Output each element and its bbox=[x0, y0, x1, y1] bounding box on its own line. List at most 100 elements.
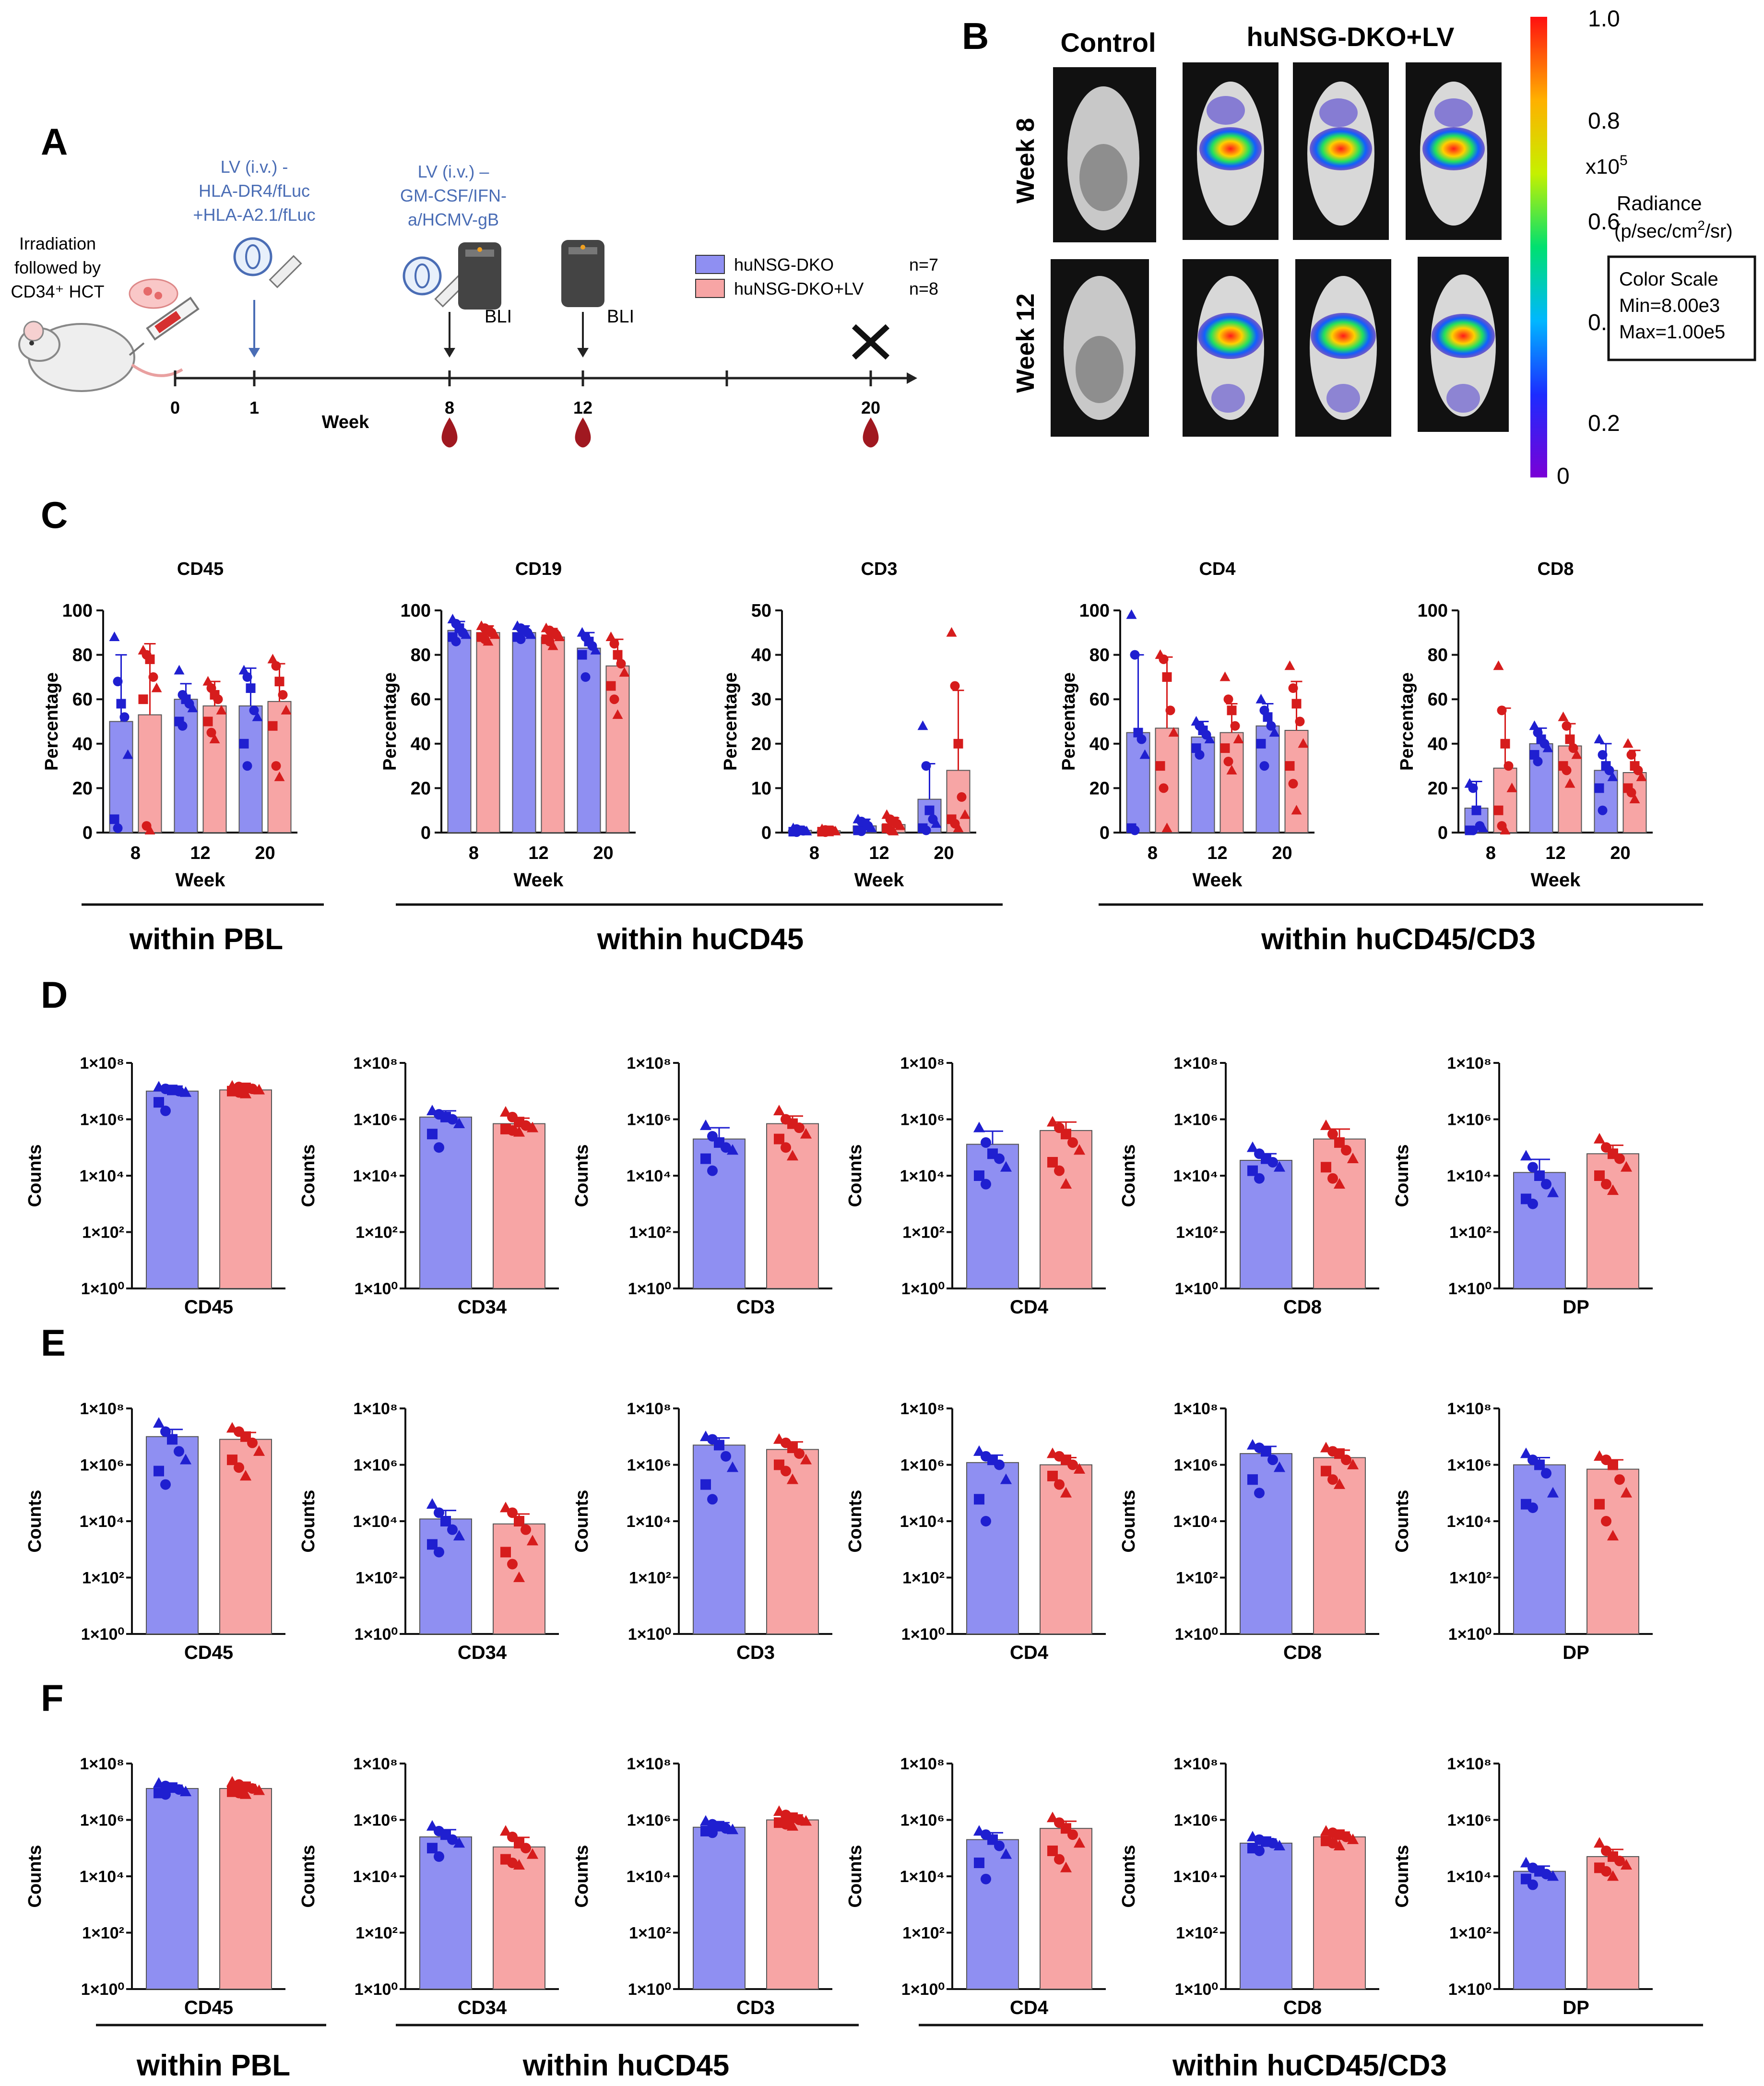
y-tick-label: 1×10² bbox=[1176, 1569, 1218, 1587]
data-point bbox=[781, 1142, 791, 1153]
data-point bbox=[216, 704, 227, 715]
data-point bbox=[274, 677, 284, 687]
y-tick-label: 0 bbox=[421, 823, 431, 843]
colorbar-tick-0: 0 bbox=[1557, 464, 1570, 489]
data-point bbox=[580, 672, 591, 682]
data-point bbox=[514, 1516, 524, 1526]
chart-c-cd19: CD19 0 20 40 60 80 100 Percentage Week 8 12 20 bbox=[380, 559, 636, 891]
y-axis-label: Counts bbox=[845, 1144, 865, 1207]
legend-swatch-red bbox=[695, 279, 725, 298]
data-point bbox=[154, 1097, 164, 1108]
data-point bbox=[707, 1165, 718, 1176]
data-point bbox=[609, 639, 619, 649]
y-tick-label: 1×10⁸ bbox=[80, 1054, 124, 1073]
x-tick-label: 8 bbox=[809, 843, 819, 863]
y-tick-label: 100 bbox=[401, 601, 431, 621]
data-point bbox=[721, 1142, 731, 1153]
data-point bbox=[1601, 1866, 1611, 1877]
data-point bbox=[917, 720, 928, 730]
data-point bbox=[1061, 1823, 1071, 1834]
y-tick-label: 1×10⁸ bbox=[627, 1400, 671, 1418]
data-point bbox=[1333, 1478, 1346, 1489]
blood-drop-icon bbox=[441, 417, 458, 448]
data-point bbox=[1047, 1156, 1058, 1168]
data-point bbox=[453, 1837, 465, 1848]
data-point bbox=[453, 1530, 465, 1541]
data-point bbox=[507, 1857, 518, 1868]
radiance-label: Radiance bbox=[1617, 192, 1702, 215]
bar-blue bbox=[109, 721, 133, 833]
group-label-pbl: within PBL bbox=[129, 923, 283, 956]
y-tick-label: 1×10² bbox=[82, 1569, 124, 1587]
data-point bbox=[507, 1559, 518, 1570]
y-tick-label: 1×10² bbox=[1176, 1924, 1218, 1943]
y-tick-label: 1×10⁸ bbox=[1173, 1400, 1218, 1418]
y-axis-label: Percentage bbox=[721, 672, 741, 771]
data-point bbox=[895, 820, 906, 830]
data-point bbox=[1298, 738, 1309, 748]
data-point bbox=[145, 654, 155, 664]
data-point bbox=[1468, 825, 1478, 835]
y-axis-label: Counts bbox=[1392, 1845, 1412, 1908]
colorbar-tick-1-0: 1.0 bbox=[1588, 6, 1620, 32]
y-tick-label: 40 bbox=[751, 645, 771, 666]
y-tick-label: 1×10⁶ bbox=[1447, 1111, 1492, 1129]
data-point bbox=[1593, 1132, 1606, 1144]
y-tick-label: 40 bbox=[1089, 734, 1110, 754]
data-point bbox=[946, 627, 957, 637]
y-tick-label: 1×10⁰ bbox=[901, 1280, 945, 1298]
endpoint-x-icon bbox=[852, 324, 890, 360]
data-point bbox=[590, 644, 601, 655]
data-point bbox=[1227, 705, 1237, 715]
chart-c-cd3: CD3 0 10 20 30 40 50 Percentage Week 8 12 20 bbox=[721, 559, 976, 891]
bar-red bbox=[138, 714, 162, 833]
x-tick-label: 20 bbox=[1272, 843, 1292, 863]
bar-blue bbox=[693, 1444, 746, 1635]
timeline-tick-0: 0 bbox=[170, 398, 180, 417]
chart-e-cd8: 1×10⁸ 1×10⁶ 1×10⁴ 1×10² 1×10⁰ Counts CD8 bbox=[1119, 1400, 1379, 1663]
data-point bbox=[1633, 765, 1643, 775]
data-point bbox=[521, 1843, 531, 1854]
data-point bbox=[1054, 1165, 1065, 1176]
data-point bbox=[160, 1789, 171, 1800]
x-axis-label: Week bbox=[854, 870, 905, 891]
data-point bbox=[499, 1825, 512, 1836]
y-axis-label: Counts bbox=[1119, 1845, 1139, 1908]
bar-red bbox=[219, 1439, 272, 1634]
data-point bbox=[179, 1454, 192, 1465]
x-axis-label: CD34 bbox=[458, 1642, 507, 1663]
data-point bbox=[957, 792, 967, 802]
data-point bbox=[246, 683, 256, 693]
data-point bbox=[1562, 721, 1572, 731]
data-point bbox=[461, 629, 472, 639]
y-tick-label: 1×10⁶ bbox=[1447, 1456, 1492, 1475]
data-point bbox=[116, 699, 126, 709]
syringe-icon bbox=[129, 297, 200, 356]
x-axis-label: CD3 bbox=[736, 1997, 775, 2018]
y-tick-label: 1×10⁰ bbox=[81, 1980, 124, 1999]
data-point bbox=[1273, 1461, 1286, 1472]
bar-red bbox=[476, 632, 500, 834]
data-point bbox=[1223, 694, 1233, 704]
data-point bbox=[1321, 1162, 1331, 1173]
y-tick-label: 1×10⁴ bbox=[1173, 1167, 1218, 1185]
legend-n-red: n=8 bbox=[909, 279, 938, 298]
y-tick-label: 1×10⁸ bbox=[1447, 1755, 1492, 1773]
y-tick-label: 0 bbox=[1438, 823, 1448, 843]
data-point bbox=[606, 681, 616, 691]
data-point bbox=[1527, 1502, 1538, 1513]
data-point bbox=[1547, 1487, 1559, 1498]
data-point bbox=[1541, 1179, 1551, 1190]
bar-red bbox=[1586, 1468, 1639, 1635]
y-axis-label: Percentage bbox=[380, 672, 400, 771]
bar-red bbox=[219, 1089, 272, 1289]
data-point bbox=[1246, 1141, 1259, 1152]
data-point bbox=[109, 814, 119, 824]
group-brackets-c: within PBL within huCD45 within huCD45/C… bbox=[82, 903, 1703, 956]
data-point bbox=[981, 1137, 991, 1148]
x-axis-label: DP bbox=[1563, 1297, 1589, 1318]
data-point bbox=[1000, 1161, 1012, 1172]
x-axis-label: Week bbox=[514, 870, 564, 891]
